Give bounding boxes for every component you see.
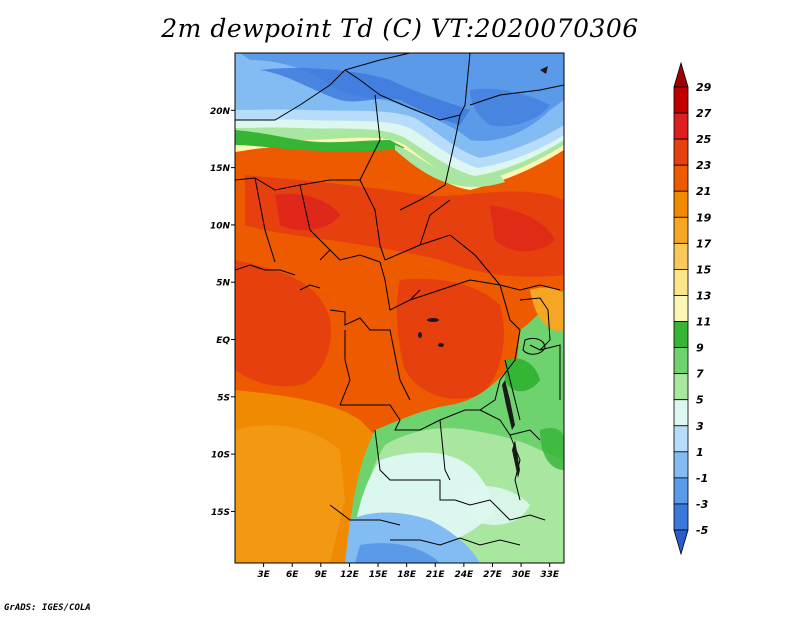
colorbar-swatch <box>673 112 689 140</box>
colorbar-label: 17 <box>696 237 712 250</box>
lon-tick-label: 33E <box>540 570 560 580</box>
lon-tick-label: 3E <box>257 570 270 580</box>
lat-tick-label: 5S <box>217 393 230 403</box>
colorbar-label: 5 <box>696 394 704 407</box>
lon-tick-label: 24E <box>455 570 475 580</box>
colorbar-swatch <box>673 503 689 531</box>
colorbar-swatch <box>673 242 689 270</box>
colorbar-label: 29 <box>696 81 712 94</box>
colorbar-swatch <box>673 86 689 114</box>
colorbar-label: 21 <box>696 185 711 198</box>
lon-tick-label: 6E <box>286 570 299 580</box>
lon-tick-label: 9E <box>315 570 328 580</box>
lakes <box>418 66 548 478</box>
colorbar-swatch <box>673 216 689 244</box>
colorbar-legend: 29 27 25 23 21 19 17 15 13 11 9 7 5 3 1 -1 -3 -5 <box>673 61 712 556</box>
map-title: 2m dewpoint Td (C) VT:2020070306 <box>161 14 639 43</box>
colorbar-swatch <box>673 425 689 453</box>
colorbar-label: 23 <box>696 159 712 172</box>
dewpoint-field <box>235 53 564 563</box>
colorbar-swatch <box>673 477 689 505</box>
colorbar-label: 11 <box>696 316 711 329</box>
lat-tick-label: 10S <box>211 451 230 461</box>
colorbar-swatch <box>673 451 689 479</box>
colorbar-swatch <box>673 373 689 401</box>
colorbar-label: -3 <box>696 498 709 511</box>
lat-tick-label: 5N <box>216 279 230 289</box>
dewpoint-map: 20N 15N 10N 5N EQ 5S 10S 15S 3E 6E 9E 12E 15E 18E 21E… <box>210 52 712 580</box>
lon-tick-label: 12E <box>340 570 360 580</box>
colorbar-label: -5 <box>696 524 709 537</box>
colorbar-swatch <box>673 399 689 427</box>
colorbar-swatch <box>673 321 689 348</box>
lat-tick-label: 10N <box>210 221 231 231</box>
colorbar-label: 27 <box>696 107 712 120</box>
lat-tick-label: 15N <box>210 164 231 174</box>
colorbar-label: 13 <box>696 289 712 302</box>
lon-tick-label: 18E <box>397 570 417 580</box>
colorbar-label: 25 <box>696 133 712 146</box>
lat-tick-label: EQ <box>216 336 230 346</box>
colorbar-swatch <box>673 295 689 322</box>
lon-tick-label: 21E <box>426 570 446 580</box>
colorbar-label: 15 <box>696 263 712 276</box>
colorbar-label: 9 <box>696 342 704 355</box>
lat-tick-label: 15S <box>211 508 230 518</box>
lon-tick-label: 15E <box>369 570 389 580</box>
colorbar-swatch <box>673 529 689 556</box>
latitude-axis: 20N 15N 10N 5N EQ 5S 10S 15S <box>210 107 235 518</box>
colorbar-label: 3 <box>696 420 704 433</box>
lon-tick-label: 27E <box>483 570 503 580</box>
colorbar-label: 19 <box>696 211 712 224</box>
colorbar-label: 1 <box>696 446 704 459</box>
colorbar-swatch <box>673 138 689 166</box>
colorbar-swatch <box>673 190 689 218</box>
map-frame <box>234 52 565 564</box>
colorbar-swatch <box>673 269 689 296</box>
longitude-axis: 3E 6E 9E 12E 15E 18E 21E 24E 27E 30E 33E <box>257 563 560 580</box>
colorbar-label: -1 <box>696 472 708 485</box>
grads-credit: GrADS: IGES/COLA <box>4 603 91 613</box>
colorbar-swatch <box>673 61 689 88</box>
colorbar-label: 7 <box>696 368 704 381</box>
colorbar-swatch <box>673 347 689 375</box>
lat-tick-label: 20N <box>210 107 231 117</box>
lon-tick-label: 30E <box>512 570 532 580</box>
country-borders <box>235 53 564 546</box>
colorbar-swatch <box>673 164 689 192</box>
